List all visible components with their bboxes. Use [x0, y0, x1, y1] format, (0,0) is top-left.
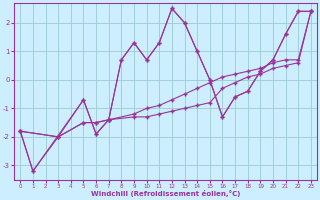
- X-axis label: Windchill (Refroidissement éolien,°C): Windchill (Refroidissement éolien,°C): [91, 190, 240, 197]
